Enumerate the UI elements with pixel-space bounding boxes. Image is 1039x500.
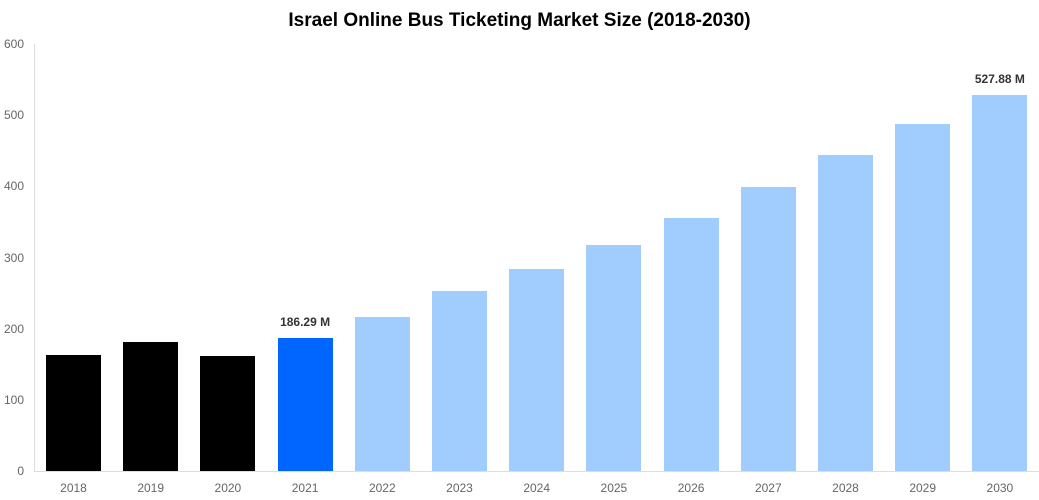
bar-2027[interactable] <box>740 187 796 471</box>
y-tick-label: 300 <box>3 250 24 265</box>
x-tick-label: 2027 <box>754 481 782 495</box>
y-tick-label: 500 <box>3 108 24 123</box>
x-tick-label: 2029 <box>909 481 937 495</box>
chart-title: Israel Online Bus Ticketing Market Size … <box>288 10 751 31</box>
bar-2026[interactable] <box>663 217 719 471</box>
bar-2024[interactable] <box>509 268 565 471</box>
x-tick-label: 2024 <box>523 481 551 495</box>
x-axis-line <box>34 471 1039 472</box>
x-tick-label: 2022 <box>368 481 396 495</box>
y-tick-label: 0 <box>17 464 24 478</box>
x-tick-label: 2021 <box>291 481 319 495</box>
bar-2025[interactable] <box>586 244 642 471</box>
y-tick-label: 200 <box>3 321 24 336</box>
bar-2020[interactable] <box>200 355 256 471</box>
y-axis-line <box>34 44 35 471</box>
bar-2030[interactable] <box>972 95 1028 471</box>
bar-2022[interactable] <box>354 317 410 471</box>
x-tick-label: 2018 <box>60 481 87 495</box>
bar-2019[interactable] <box>123 342 179 471</box>
x-tick-label: 2025 <box>600 481 628 495</box>
x-tick-label: 2019 <box>137 481 165 495</box>
y-tick-label: 400 <box>3 179 24 194</box>
y-tick-label: 600 <box>3 37 24 51</box>
y-tick-label: 100 <box>3 392 24 407</box>
bar-2029[interactable] <box>895 123 951 471</box>
bar-2018[interactable] <box>46 354 101 471</box>
x-tick-label: 2028 <box>832 481 859 495</box>
bar-2021[interactable] <box>277 338 333 471</box>
bar-2023[interactable] <box>432 290 487 471</box>
x-tick-label: 2026 <box>677 481 705 495</box>
x-tick-label: 2020 <box>214 481 242 495</box>
x-tick-label: 2023 <box>446 481 473 495</box>
x-tick-label: 2030 <box>986 481 1014 495</box>
bar-2028[interactable] <box>818 155 873 471</box>
value-label: 527.88 M <box>974 72 1025 87</box>
value-label: 186.29 M <box>280 315 331 330</box>
